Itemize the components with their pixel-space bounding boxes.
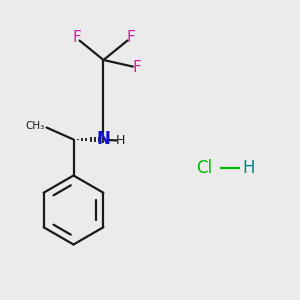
- Text: CH₃: CH₃: [26, 121, 45, 131]
- Text: F: F: [72, 30, 81, 45]
- Text: N: N: [97, 130, 110, 148]
- Text: F: F: [132, 60, 141, 75]
- Text: H: H: [242, 159, 255, 177]
- Text: Cl: Cl: [196, 159, 212, 177]
- Text: F: F: [126, 30, 135, 45]
- Text: H: H: [116, 134, 126, 147]
